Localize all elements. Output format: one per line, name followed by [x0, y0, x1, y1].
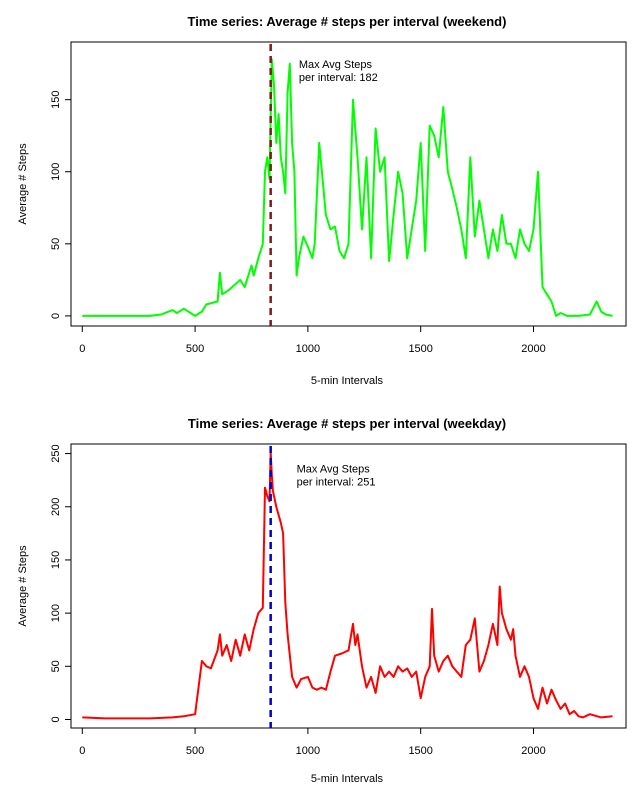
plot-area	[82, 446, 613, 728]
x-tick-label: 500	[186, 745, 204, 757]
series-line	[82, 451, 613, 720]
x-tick-label: 0	[79, 745, 85, 757]
y-axis-label: Average # Steps	[17, 143, 29, 225]
x-tick-label: 1000	[296, 343, 320, 355]
x-tick-label: 1500	[408, 343, 432, 355]
x-tick-label: 1500	[408, 745, 432, 757]
y-tick-label: 0	[50, 313, 62, 319]
y-tick-label: 0	[50, 716, 62, 722]
chart-panel-weekday: Time series: Average # steps per interva…	[17, 416, 627, 785]
x-tick-label: 1000	[296, 745, 320, 757]
plot-frame	[70, 41, 627, 327]
y-axis-label: Average # Steps	[17, 545, 29, 627]
plot-area	[82, 44, 613, 326]
max-annotation-line-1: Max Avg Steps	[299, 59, 373, 71]
plot-frame	[70, 443, 627, 729]
y-axis: 0 50 100 150	[50, 90, 71, 319]
chart-title: Time series: Average # steps per interva…	[188, 416, 506, 431]
y-tick-label: 50	[50, 660, 62, 672]
x-tick-label: 500	[186, 343, 204, 355]
y-tick-label: 150	[50, 551, 62, 569]
x-axis-label: 5-min Intervals	[311, 375, 384, 387]
y-axis: 0 50 100 150 200 250	[50, 444, 71, 723]
chart-title: Time series: Average # steps per interva…	[188, 14, 507, 29]
chart-panel-weekend: Time series: Average # steps per interva…	[17, 14, 627, 387]
x-tick-label: 2000	[521, 343, 545, 355]
y-tick-label: 50	[50, 238, 62, 250]
x-axis: 0 500 1000 1500 2000	[79, 326, 546, 355]
x-axis: 0 500 1000 1500 2000	[79, 728, 546, 757]
max-annotation-line-1: Max Avg Steps	[297, 464, 371, 476]
y-tick-label: 250	[50, 444, 62, 462]
x-tick-label: 0	[79, 343, 85, 355]
series-line	[82, 58, 613, 317]
max-annotation-line-2: per interval: 251	[297, 477, 376, 489]
y-tick-label: 150	[50, 90, 62, 108]
max-annotation-line-2: per interval: 182	[299, 72, 378, 84]
y-tick-label: 200	[50, 498, 62, 516]
y-tick-label: 100	[50, 604, 62, 622]
x-axis-label: 5-min Intervals	[311, 773, 384, 785]
x-tick-label: 2000	[521, 745, 545, 757]
y-tick-label: 100	[50, 163, 62, 181]
